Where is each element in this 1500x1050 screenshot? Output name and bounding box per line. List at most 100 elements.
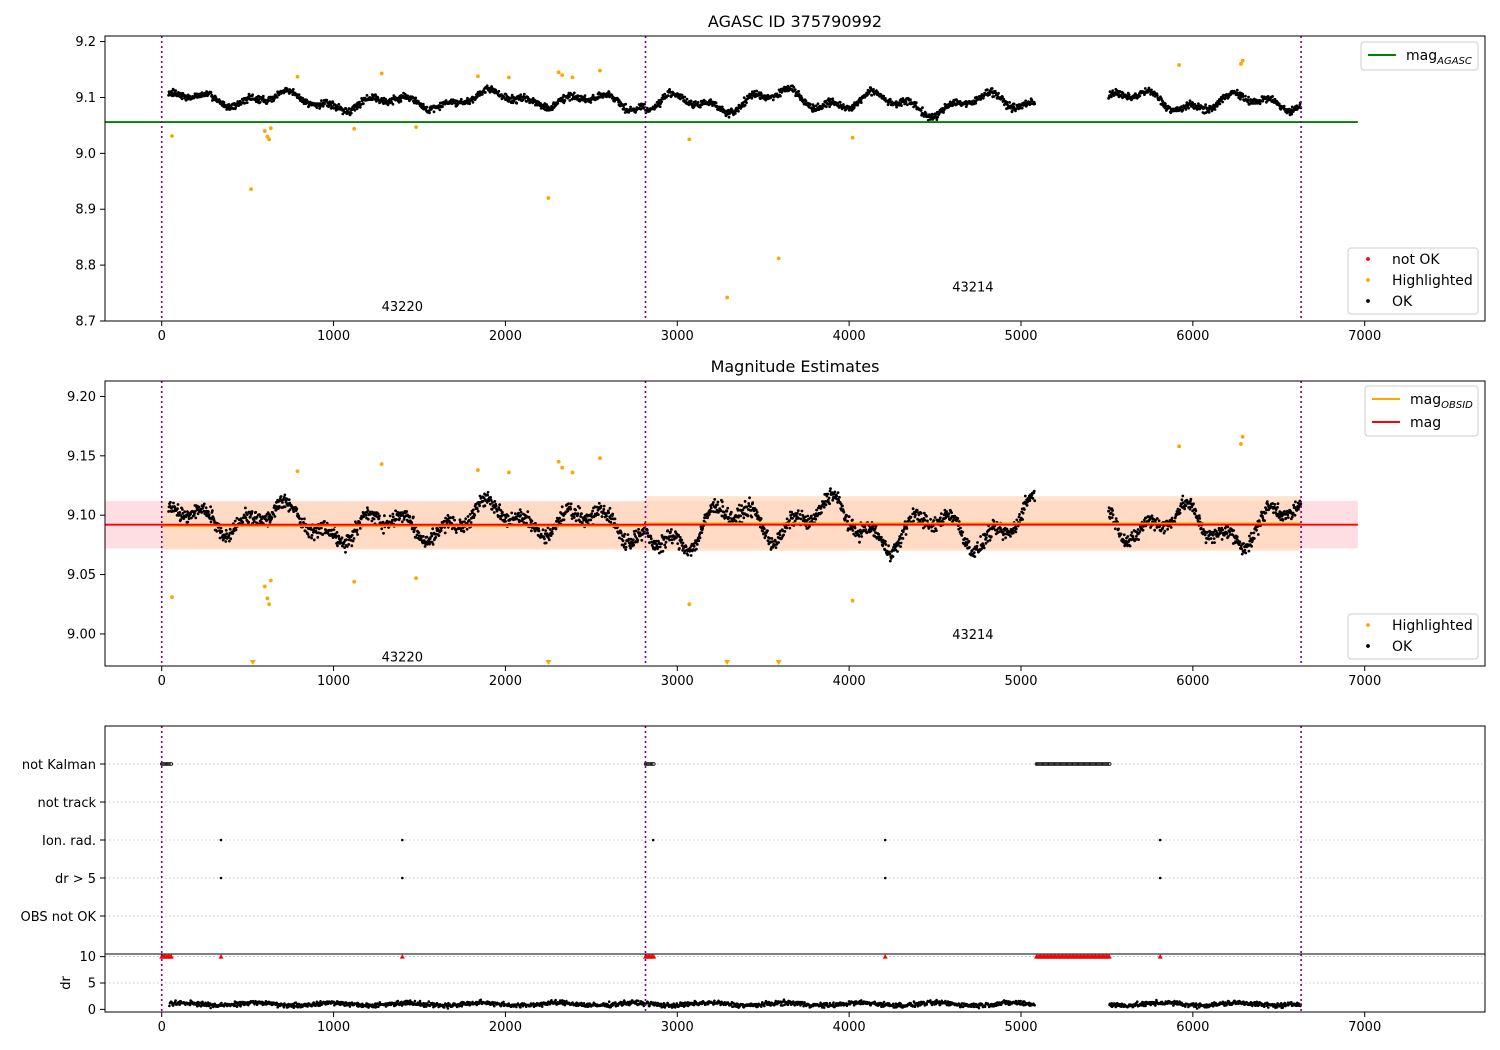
highlighted-point — [476, 74, 480, 79]
ok-point — [624, 102, 628, 106]
ok-point — [932, 519, 936, 522]
flag-point — [883, 876, 887, 880]
ok-point — [689, 99, 693, 103]
x-tick-label: 5000 — [1004, 674, 1037, 689]
ok-point — [697, 539, 701, 543]
ok-point — [178, 511, 182, 514]
ok-point — [708, 512, 711, 516]
ok-point — [699, 105, 702, 109]
ok-point — [680, 538, 684, 542]
ok-point — [607, 91, 611, 95]
ok-point — [976, 541, 979, 544]
ok-point — [451, 515, 455, 519]
ok-point — [683, 95, 687, 99]
ok-point — [233, 519, 237, 523]
ok-point — [412, 515, 415, 519]
ok-point — [1228, 530, 1232, 534]
highlighted-point — [268, 126, 273, 131]
ok-point — [771, 98, 775, 102]
ok-point — [1184, 108, 1188, 111]
ok-point — [215, 529, 219, 533]
ok-point — [709, 506, 713, 510]
ok-point — [179, 518, 183, 522]
ok-point — [188, 95, 192, 98]
ok-point — [323, 520, 326, 523]
ok-point — [347, 107, 351, 110]
ok-point — [812, 105, 816, 108]
ok-point — [183, 510, 187, 514]
ok-point — [748, 496, 751, 500]
ok-point — [982, 546, 986, 550]
ok-point — [340, 536, 344, 540]
ok-point — [935, 118, 939, 122]
ok-point — [219, 526, 223, 530]
ok-point — [1117, 92, 1120, 96]
ok-point — [1138, 530, 1142, 533]
legend-label: mag — [1410, 415, 1441, 431]
ok-point — [469, 521, 473, 524]
ok-point — [1014, 527, 1018, 531]
ok-point — [972, 551, 976, 554]
ok-point — [1243, 548, 1247, 552]
ok-point — [921, 106, 924, 109]
ok-point — [670, 541, 674, 545]
ok-point — [725, 113, 729, 116]
flag-point — [401, 838, 404, 842]
ok-point — [1111, 513, 1115, 517]
ok-point — [965, 543, 969, 547]
ok-point — [507, 100, 510, 103]
highlighted-point — [268, 578, 273, 583]
highlighted-point — [1177, 63, 1181, 67]
highlighted-point — [352, 579, 357, 584]
ok-point — [785, 526, 789, 530]
ok-point — [251, 93, 255, 97]
x-tick-label: 2000 — [489, 674, 522, 689]
ok-point — [742, 516, 746, 520]
ok-point — [829, 97, 832, 101]
ok-point — [600, 515, 604, 518]
ok-point — [1130, 531, 1134, 534]
ok-point — [209, 505, 213, 509]
ok-point — [925, 514, 928, 518]
ok-point — [1238, 541, 1242, 544]
ok-point — [926, 118, 930, 122]
ok-point — [1232, 529, 1236, 532]
ok-point — [720, 105, 724, 109]
ok-point — [331, 101, 335, 104]
ok-point — [362, 102, 365, 106]
highlighted-point — [1239, 442, 1243, 446]
ok-point — [809, 102, 812, 106]
ok-point — [695, 547, 698, 551]
ok-point — [574, 508, 577, 512]
ok-point — [400, 520, 404, 524]
ok-point — [926, 519, 929, 523]
ok-point — [234, 528, 238, 532]
ok-point — [1241, 92, 1245, 96]
ok-point — [306, 532, 310, 536]
ok-point — [244, 506, 247, 510]
ok-point — [468, 512, 472, 516]
legend-label: Highlighted — [1392, 273, 1473, 289]
ok-point — [740, 105, 743, 109]
ok-point — [950, 511, 953, 514]
ok-point — [291, 88, 295, 91]
ok-point — [1193, 512, 1197, 516]
highlighted-point — [379, 462, 384, 467]
ok-point — [841, 504, 844, 508]
ok-point — [1155, 94, 1159, 97]
ok-point — [383, 514, 386, 518]
ok-point — [857, 534, 861, 538]
legend-subscript: AGASC — [1436, 56, 1472, 67]
ok-point — [637, 527, 640, 531]
ok-point — [1194, 509, 1198, 513]
ok-point — [884, 540, 887, 543]
ok-point — [831, 97, 835, 101]
ok-point — [975, 544, 979, 548]
ok-point — [700, 531, 704, 534]
highlighted-point — [267, 137, 272, 142]
ok-point — [695, 543, 699, 546]
ok-point — [745, 101, 748, 105]
ok-point — [315, 106, 319, 109]
legend-label: Highlighted — [1392, 618, 1473, 634]
ok-point — [386, 103, 390, 107]
